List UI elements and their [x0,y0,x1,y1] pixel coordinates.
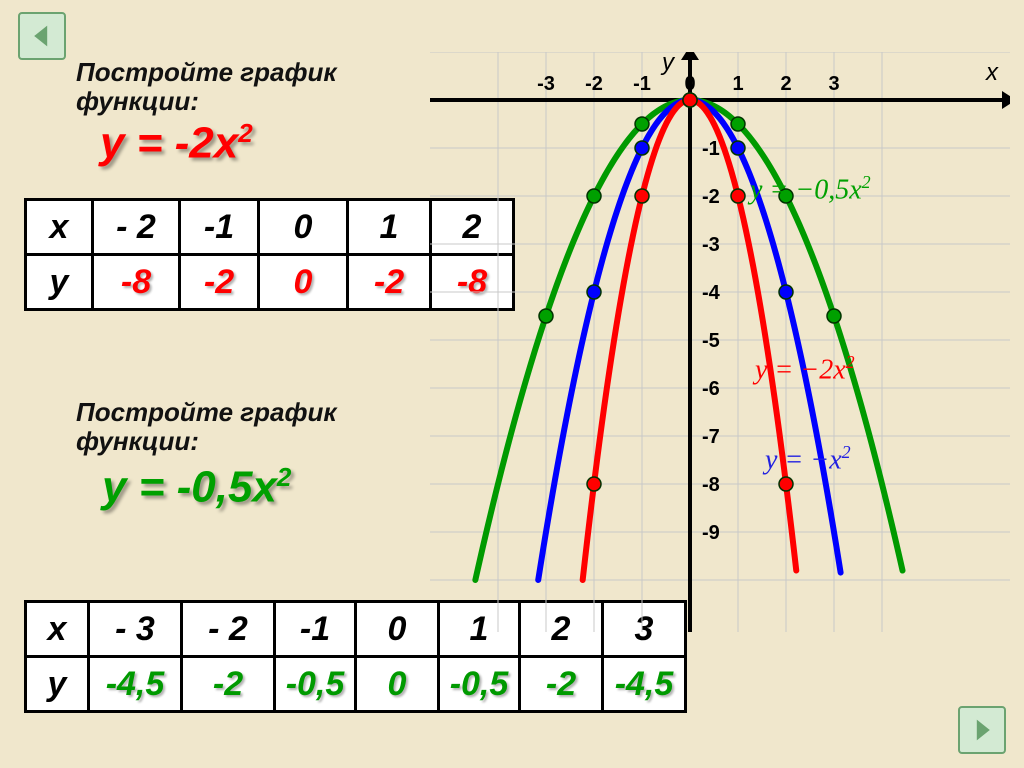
svg-text:3: 3 [828,73,839,95]
svg-text:1: 1 [732,73,743,95]
svg-text:-8: -8 [702,474,720,496]
svg-text:-4: -4 [702,282,721,304]
title-1: Постройте графикфункции: [76,58,337,115]
curve-label: y = −x2 [765,442,851,476]
svg-text:-7: -7 [702,426,720,448]
parabola-chart: -3 -2 -1 0 1 2 3 -1 -2 -3 -4 -5 -6 -7 -8 -9 х у [430,52,1010,632]
curve-label: y = −0,5x2 [750,172,871,206]
svg-text:0: 0 [684,73,695,95]
svg-text:-5: -5 [702,330,720,352]
formula-1: у = -2х2 [100,118,253,169]
svg-text:-3: -3 [537,73,555,95]
chevron-right-icon [969,717,995,743]
svg-text:-2: -2 [585,73,603,95]
forward-button[interactable] [958,706,1006,754]
svg-text:2: 2 [780,73,791,95]
back-button[interactable] [18,12,66,60]
formula-2: у = -0,5х2 [102,462,291,513]
svg-text:-2: -2 [702,186,720,208]
title-2: Постройте графикфункции: [76,398,337,455]
svg-text:-1: -1 [702,138,720,160]
svg-text:х: х [985,59,999,86]
svg-text:-1: -1 [633,73,651,95]
svg-text:-6: -6 [702,378,720,400]
curve-label: y = −2x2 [755,352,855,386]
svg-text:-3: -3 [702,234,720,256]
svg-text:у: у [660,52,676,76]
svg-text:-9: -9 [702,522,720,544]
chevron-left-icon [29,23,55,49]
